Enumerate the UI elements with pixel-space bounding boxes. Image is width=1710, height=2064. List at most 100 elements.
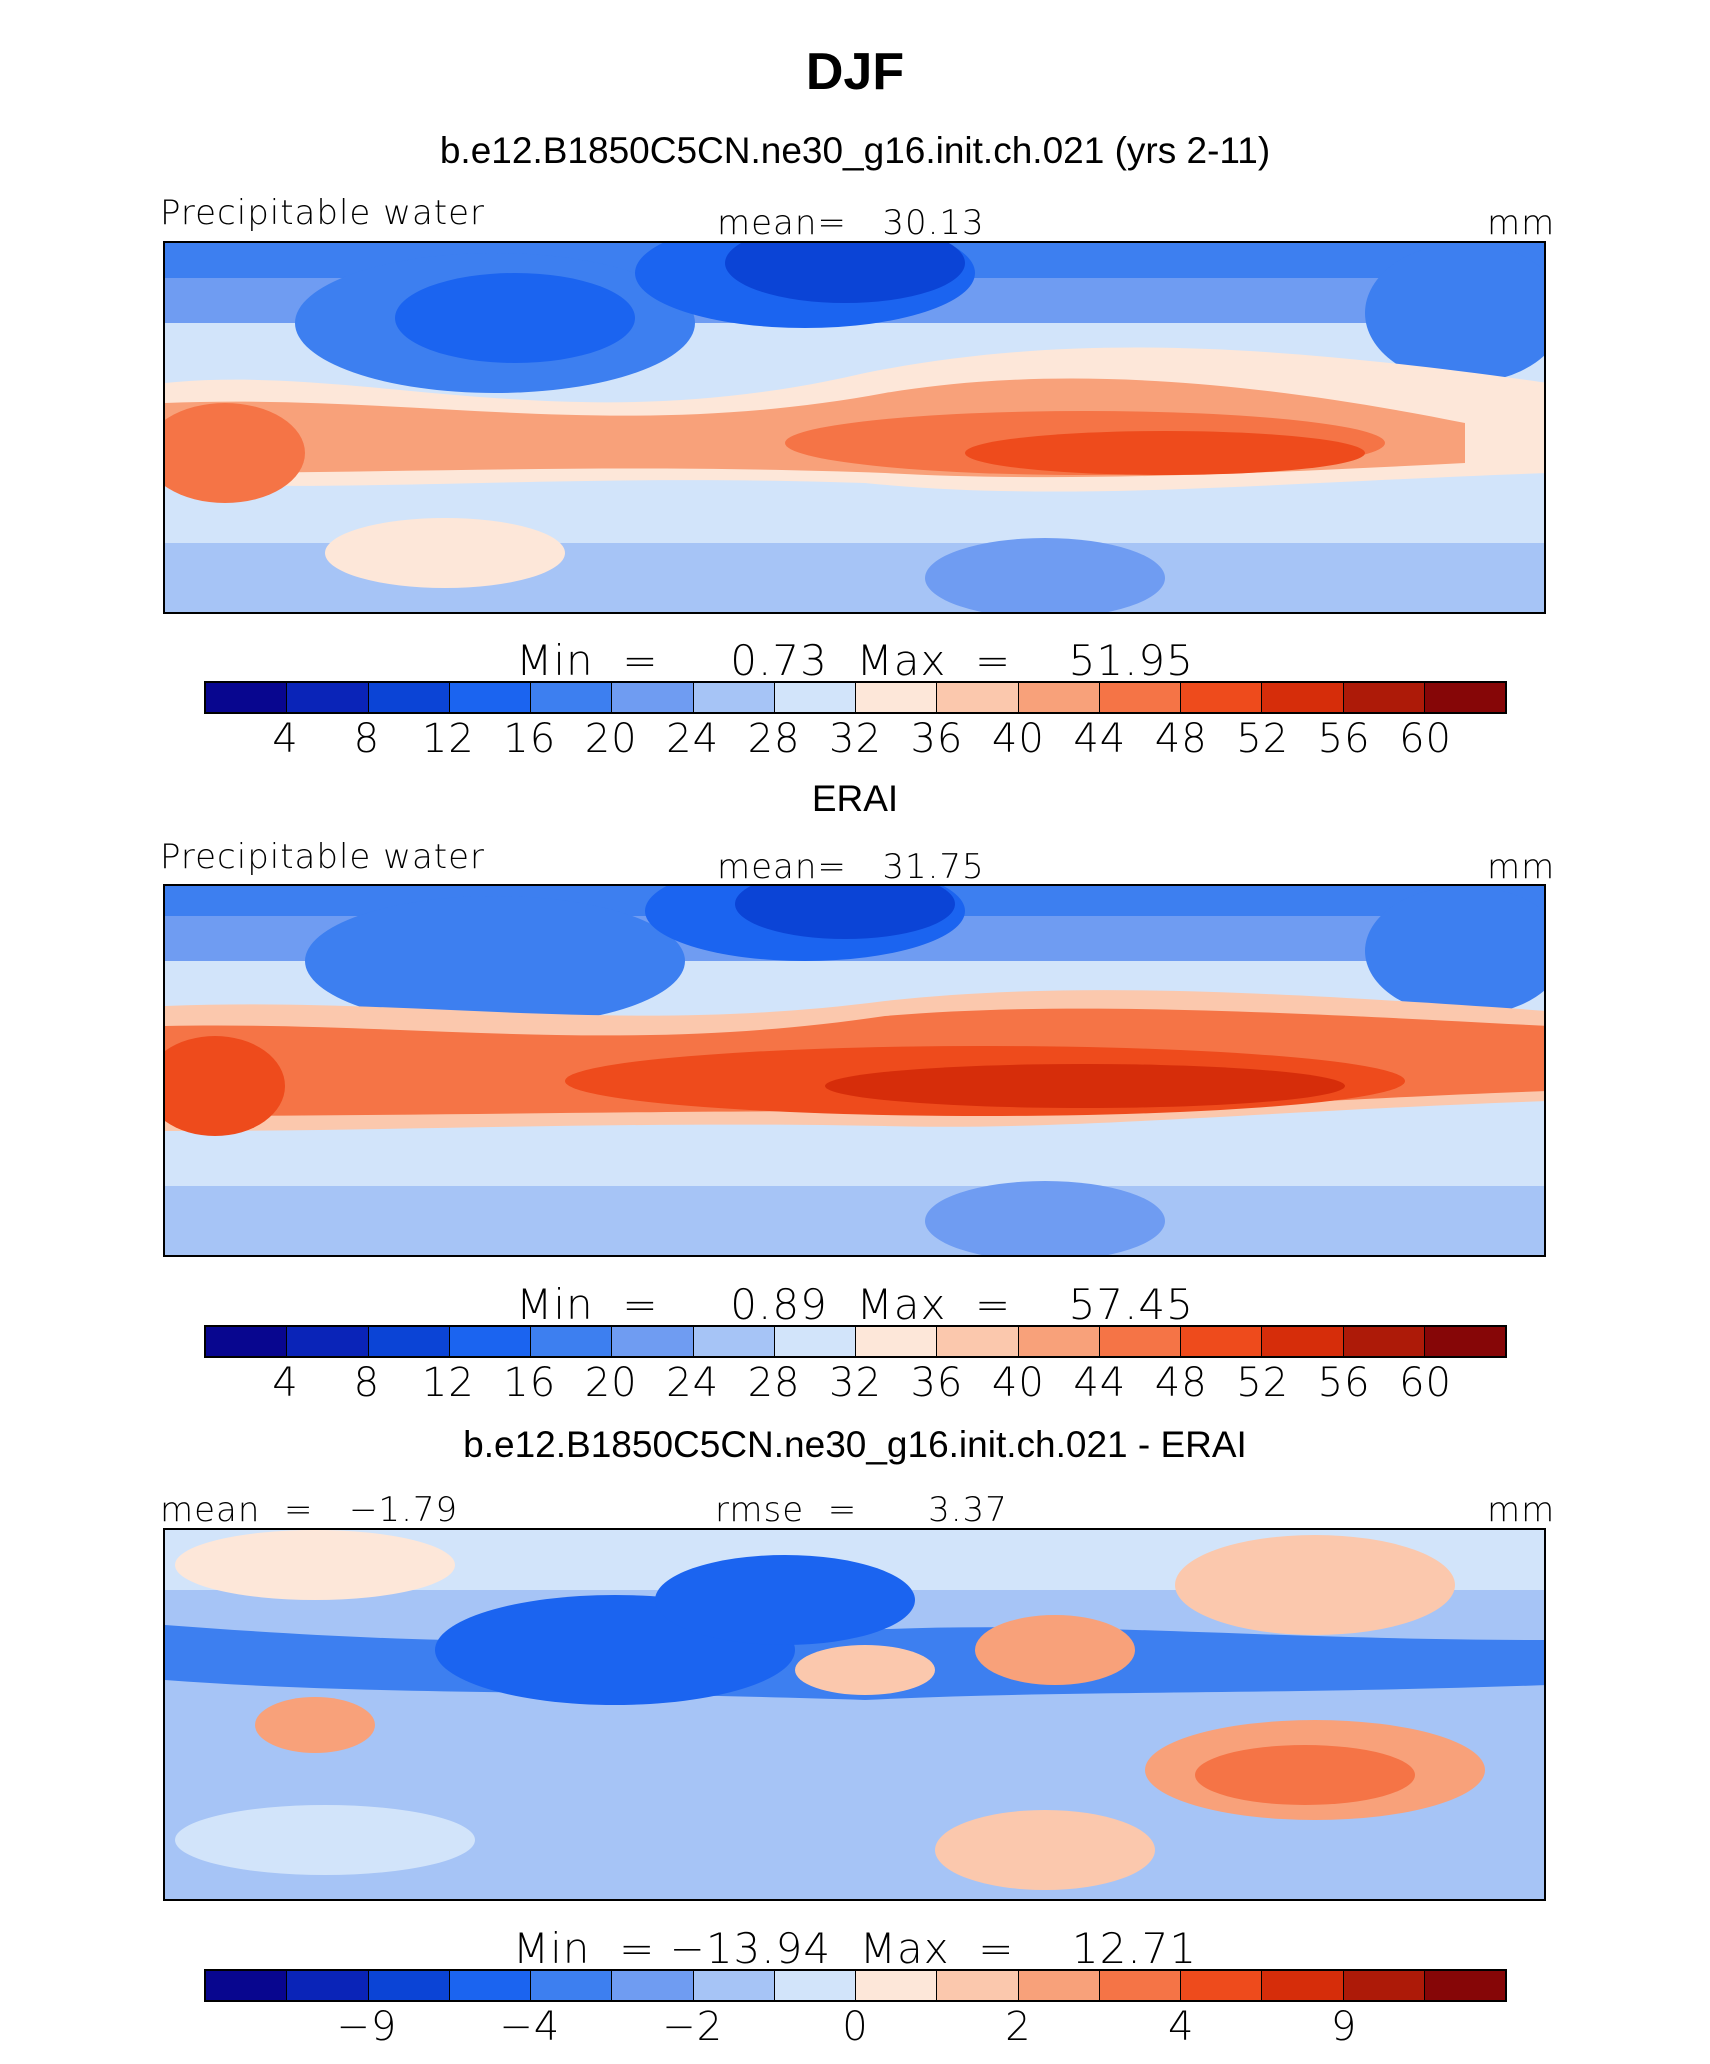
colorbar-tick: 20 [584,716,638,762]
colorbar-swatch [368,1971,450,2000]
colorbar-swatch [1099,683,1181,712]
colorbar-swatch [368,1327,450,1356]
panel2-colorbar-ticks: 4 8 12 16 20 24 28 32 36 40 44 48 52 56 … [204,1360,1507,1406]
panel1-title: b.e12.B1850C5CN.ne30_g16.init.ch.021 (yr… [439,130,1271,171]
colorbar-tick: 9 [1330,2004,1358,2050]
colorbar-swatch [774,683,856,712]
colorbar-tick: 8 [353,1360,381,1406]
colorbar-tick: 60 [1399,716,1453,762]
colorbar-swatch [206,1971,288,2000]
colorbar-swatch [1181,683,1263,712]
panel1-colorbar [204,681,1507,714]
colorbar-tick: 4 [272,716,299,762]
colorbar-swatch [612,683,694,712]
colorbar-swatch [856,1327,938,1356]
colorbar-swatch [693,683,775,712]
panel1-units-label: mm [1487,203,1556,243]
colorbar-tick: −2 [662,2004,724,2050]
colorbar-tick: −4 [499,2004,561,2050]
panel2-colorbar [204,1325,1507,1358]
colorbar-tick: 8 [353,716,381,762]
colorbar-tick: 12 [421,1360,475,1406]
colorbar-swatch [1262,683,1344,712]
colorbar-swatch [1099,1327,1181,1356]
colorbar-swatch [1343,1327,1425,1356]
panel3-units-label: mm [1487,1490,1556,1530]
colorbar-swatch [1181,1971,1263,2000]
colorbar-swatch [774,1971,856,2000]
colorbar-swatch [856,683,938,712]
colorbar-swatch [1018,1971,1100,2000]
colorbar-swatch [693,1971,775,2000]
colorbar-tick: 28 [747,1360,801,1406]
colorbar-tick: 60 [1399,1360,1453,1406]
panel1-colorbar-ticks: 4 8 12 16 20 24 28 32 36 40 44 48 52 56 … [204,716,1507,762]
panel1-map-field [165,243,1544,612]
colorbar-tick: 56 [1317,1360,1371,1406]
colorbar-swatch [287,683,369,712]
colorbar-swatch [449,683,531,712]
colorbar-swatch [206,683,288,712]
panel3-minmax: Min = −13.94 Max = 12.71 [512,1924,1198,1973]
colorbar-tick: 28 [747,716,801,762]
panel2-left-label: Precipitable water [160,837,486,877]
colorbar-swatch [1018,683,1100,712]
colorbar-swatch [449,1971,531,2000]
colorbar-tick: 44 [1073,1360,1127,1406]
colorbar-swatch [1262,1971,1344,2000]
colorbar-swatch [1343,1971,1425,2000]
figure-title: DJF [805,43,905,101]
colorbar-swatch [856,1971,938,2000]
colorbar-tick: 12 [421,716,475,762]
panel1-left-label: Precipitable water [160,193,486,233]
colorbar-tick: 52 [1236,1360,1290,1406]
panel3-map [163,1528,1546,1901]
colorbar-tick: 36 [910,716,964,762]
panel2-map [163,884,1546,1257]
colorbar-swatch [1262,1327,1344,1356]
colorbar-swatch [1181,1327,1263,1356]
colorbar-tick: 32 [829,716,882,762]
panel3-map-field [165,1530,1544,1899]
colorbar-swatch [612,1971,694,2000]
colorbar-tick: 20 [584,1360,638,1406]
colorbar-tick: 4 [1168,2004,1195,2050]
panel2-mean-label: mean= 31.75 [717,847,985,887]
colorbar-swatch [612,1327,694,1356]
colorbar-swatch [287,1971,369,2000]
panel2-minmax: Min = 0.89 Max = 57.45 [516,1280,1194,1329]
panel3-mean-label: mean = −1.79 [160,1490,459,1530]
colorbar-swatch [937,1971,1019,2000]
colorbar-tick: 16 [503,716,557,762]
colorbar-swatch [937,683,1019,712]
colorbar-swatch [206,1327,288,1356]
colorbar-tick: 48 [1154,716,1208,762]
panel3-rmse-label: rmse = 3.37 [715,1490,1008,1530]
colorbar-swatch [531,1971,613,2000]
colorbar-tick: 0 [842,2004,869,2050]
colorbar-tick: 52 [1236,716,1290,762]
colorbar-tick: 36 [910,1360,964,1406]
colorbar-tick: 32 [829,1360,882,1406]
colorbar-swatch [1424,1327,1505,1356]
panel3-colorbar [204,1969,1507,2002]
colorbar-tick: 40 [991,716,1045,762]
panel1-minmax: Min = 0.73 Max = 51.95 [516,636,1194,685]
colorbar-swatch [531,1327,613,1356]
colorbar-tick: 48 [1154,1360,1208,1406]
panel2-title: ERAI [811,778,899,819]
panel3-title: b.e12.B1850C5CN.ne30_g16.init.ch.021 - E… [463,1424,1247,1465]
panel2-map-field [165,886,1544,1255]
colorbar-tick: 56 [1317,716,1371,762]
panel2-units-label: mm [1487,847,1556,887]
colorbar-tick: 40 [991,1360,1045,1406]
colorbar-swatch [937,1327,1019,1356]
colorbar-tick: −9 [336,2004,398,2050]
panel1-mean-label: mean= 30.13 [717,203,985,243]
colorbar-tick: 24 [666,716,720,762]
colorbar-swatch [1343,683,1425,712]
colorbar-tick: 44 [1073,716,1127,762]
colorbar-swatch [1099,1971,1181,2000]
colorbar-swatch [287,1327,369,1356]
colorbar-swatch [449,1327,531,1356]
